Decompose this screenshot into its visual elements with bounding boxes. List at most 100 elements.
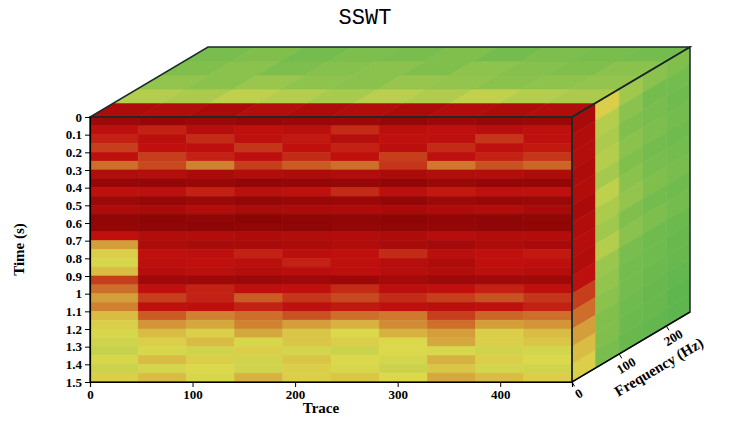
front-cell [427,126,475,135]
side-cell [572,350,596,382]
front-cell [138,197,186,206]
y-tick: 1.1 [66,304,90,319]
front-cell [524,294,572,303]
front-cell [138,311,186,320]
front-cell [524,223,572,232]
front-cell [427,285,475,294]
front-cell [379,179,427,188]
front-cell [331,276,379,285]
front-cell [235,311,283,320]
front-cell [476,232,524,241]
y-tick-label: 1.5 [66,375,83,390]
y-tick: 1.2 [66,322,90,337]
front-cell [138,329,186,338]
front-cell [138,241,186,250]
front-cell [235,258,283,267]
front-cell [379,241,427,250]
front-cell [524,117,572,126]
front-cell [331,294,379,303]
front-cell [235,170,283,179]
front-cell [331,267,379,276]
y-tick-mark [85,205,90,206]
front-cell [427,135,475,144]
front-cell [427,276,475,285]
front-cell [283,285,331,294]
front-cell [379,126,427,135]
x-tick-label: 100 [183,387,203,402]
front-cell [476,250,524,259]
y-tick-mark [85,311,90,312]
front-cell [90,347,138,356]
front-cell [379,205,427,214]
front-cell [379,311,427,320]
front-cell [138,144,186,153]
front-cell [138,258,186,267]
front-cell [235,364,283,373]
front-cell [427,258,475,267]
front-cell [90,373,138,382]
front-cell [476,161,524,170]
front-cell [331,179,379,188]
front-cell [476,329,524,338]
front-cell [283,267,331,276]
front-cell [283,161,331,170]
z-tick-label: 0 [572,385,585,401]
front-cell [524,152,572,161]
front-cell [90,188,138,197]
front-cell [331,373,379,382]
front-cell [283,364,331,373]
front-cell [138,179,186,188]
front-cell [283,188,331,197]
front-cell [379,170,427,179]
front-cell [524,320,572,329]
front-cell [476,188,524,197]
y-tick: 0.7 [66,233,90,248]
top-outline [90,47,690,117]
front-cell [235,329,283,338]
front-cell [331,320,379,329]
front-cell [283,250,331,259]
front-cell [186,250,234,259]
x-tick: 300 [388,382,408,402]
front-cell [379,267,427,276]
front-cell [427,267,475,276]
front-cell [90,364,138,373]
y-tick: 0.8 [66,251,90,266]
front-cell [283,197,331,206]
front-cell [427,152,475,161]
front-cell [427,356,475,365]
front-cell [379,223,427,232]
front-cell [379,152,427,161]
front-cell [331,356,379,365]
y-tick: 0.3 [66,163,90,178]
front-cell [524,179,572,188]
front-cell [283,232,331,241]
front-cell [476,126,524,135]
front-cell [90,276,138,285]
front-cell [379,197,427,206]
front-cell [283,214,331,223]
y-tick-mark [85,364,90,365]
front-cell [476,356,524,365]
x-axis-title: Trace [303,400,340,416]
y-tick-mark [85,258,90,259]
front-cell [331,161,379,170]
y-tick-mark [85,294,90,295]
front-cell [283,329,331,338]
front-cell [186,356,234,365]
front-cell [235,285,283,294]
front-cell [524,285,572,294]
front-cell [90,258,138,267]
front-cell [476,347,524,356]
x-tick: 0 [87,382,94,402]
front-cell [427,197,475,206]
front-cell [379,161,427,170]
front-cell [283,311,331,320]
front-cell [524,126,572,135]
front-cell [283,223,331,232]
front-cell [427,232,475,241]
y-tick-label: 1.1 [66,304,82,319]
front-cell [90,126,138,135]
front-cell [476,258,524,267]
front-cell [138,188,186,197]
